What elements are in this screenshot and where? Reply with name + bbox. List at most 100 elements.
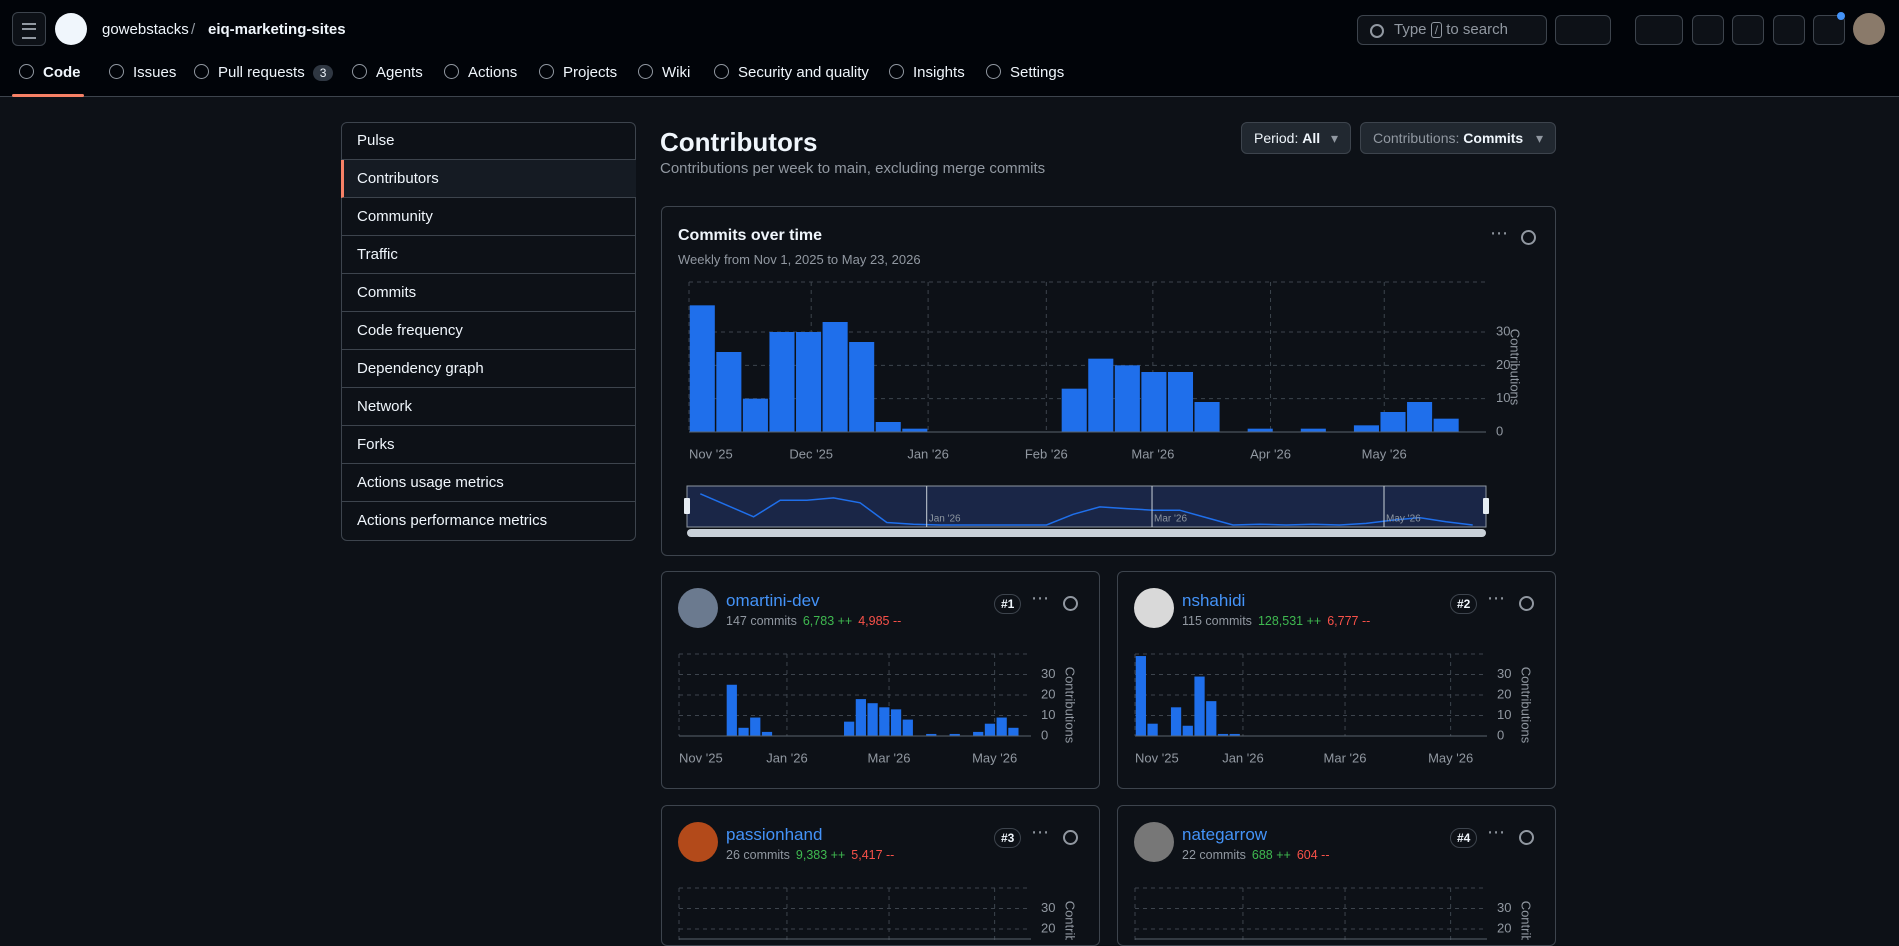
settings-button[interactable]: [1063, 596, 1078, 611]
contributions-button[interactable]: Contributions: Commits ▾: [1360, 122, 1556, 154]
tab-label: Security and quality: [738, 64, 869, 81]
contributor-stats: 22 commits 688 ++ 604 --: [1182, 848, 1330, 862]
menu-button[interactable]: [12, 12, 46, 46]
nav-tab[interactable]: Issues: [109, 64, 176, 81]
sidebar-item[interactable]: Code frequency: [341, 312, 636, 350]
page-title: Contributors: [660, 127, 818, 157]
sidebar-item[interactable]: Forks: [341, 426, 636, 464]
commit-count: 147 commits: [726, 614, 797, 628]
more-button[interactable]: ⋯: [1031, 822, 1049, 842]
card-title: Commits over time: [678, 227, 823, 244]
button-label: Contributions:: [1373, 130, 1460, 146]
owner[interactable]: gowebstacks: [102, 21, 189, 38]
contributor-card: omartini-dev 147 commits 6,783 ++ 4,985 -- #…: [661, 571, 1100, 789]
tab-icon: [109, 64, 124, 79]
button-value: Commits: [1463, 130, 1524, 146]
tab-icon: [889, 64, 904, 79]
rank: #1: [994, 594, 1022, 614]
period-button[interactable]: Period: All ▾: [1241, 122, 1351, 154]
contributor-name[interactable]: nshahidi: [1182, 591, 1246, 610]
separator: /: [191, 21, 196, 38]
tab-label: Agents: [376, 64, 423, 81]
nav-tab[interactable]: Wiki: [638, 64, 690, 81]
sidebar-item[interactable]: Network: [341, 388, 636, 426]
tab-label: Settings: [1010, 64, 1065, 81]
github-logo[interactable]: [55, 13, 87, 45]
copilot-button[interactable]: [1555, 15, 1611, 45]
nav-tab[interactable]: Agents: [352, 64, 423, 81]
button-value: All: [1302, 130, 1321, 146]
tab-icon: [714, 64, 729, 79]
rank: #4: [1450, 828, 1478, 848]
nav-tab[interactable]: Projects: [539, 64, 617, 81]
contributor-card: nategarrow 22 commits 688 ++ 604 -- #4 ⋯: [1117, 805, 1556, 946]
additions: 128,531 ++: [1257, 614, 1322, 628]
pulls-button[interactable]: [1732, 15, 1764, 45]
tab-label: Projects: [563, 64, 618, 81]
issues-button[interactable]: [1692, 15, 1724, 45]
repos-button[interactable]: [1773, 15, 1805, 45]
create-button[interactable]: [1635, 15, 1683, 45]
settings-button[interactable]: [1521, 230, 1536, 245]
search-key: /: [1430, 22, 1443, 38]
tab-icon: [638, 64, 653, 79]
sidebar-item[interactable]: Traffic: [341, 236, 636, 274]
avatar: [1134, 588, 1174, 628]
sidebar-item[interactable]: Actions usage metrics: [341, 464, 636, 502]
search-icon: [1370, 24, 1384, 38]
search[interactable]: Type / to search: [1357, 15, 1547, 45]
settings-button[interactable]: [1519, 596, 1534, 611]
repo[interactable]: eiq-marketing-sites: [208, 21, 346, 38]
tab-icon: [986, 64, 1001, 79]
additions: 688 ++: [1251, 848, 1291, 862]
more-button[interactable]: ⋯: [1487, 588, 1505, 608]
nav-tab[interactable]: Settings: [986, 64, 1064, 81]
inbox-button[interactable]: [1813, 15, 1845, 45]
more-button[interactable]: ⋯: [1490, 223, 1508, 243]
commits-card: Commits over time Weekly from Nov 1, 202…: [661, 206, 1556, 556]
contributor-stats: 26 commits 9,383 ++ 5,417 --: [726, 848, 894, 862]
commit-count: 22 commits: [1182, 848, 1246, 862]
contributor-stats: 147 commits 6,783 ++ 4,985 --: [726, 614, 901, 628]
page-subtitle: Contributions per week to main, excludin…: [660, 160, 1046, 177]
avatar: [678, 588, 718, 628]
deletions: 4,985 --: [858, 614, 902, 628]
sidebar-item[interactable]: Dependency graph: [341, 350, 636, 388]
settings-button[interactable]: [1519, 830, 1534, 845]
tab-icon: [444, 64, 459, 79]
sidebar-item[interactable]: Commits: [341, 274, 636, 312]
nav-tab[interactable]: Pull requests 3: [194, 64, 334, 81]
deletions: 604 --: [1296, 848, 1330, 862]
nav-tab[interactable]: Insights: [889, 64, 965, 81]
sidebar-item[interactable]: Pulse: [341, 122, 636, 160]
notification-dot: [1837, 12, 1845, 20]
tab-label: Insights: [913, 64, 965, 81]
active-tab-underline: [12, 94, 84, 97]
sidebar-item[interactable]: Community: [341, 198, 636, 236]
search-text: to search: [1446, 21, 1508, 38]
additions: 6,783 ++: [802, 614, 853, 628]
sidebar-item[interactable]: Contributors: [341, 160, 636, 198]
nav-tab[interactable]: Security and quality: [714, 64, 869, 81]
tab-label: Wiki: [662, 64, 691, 81]
search-text: Type: [1394, 21, 1427, 38]
user-avatar[interactable]: [1853, 13, 1885, 45]
nav-tab[interactable]: Actions: [444, 64, 517, 81]
tab-icon: [352, 64, 367, 79]
card-subtitle: Weekly from Nov 1, 2025 to May 23, 2026: [678, 252, 921, 267]
tab-icon: [194, 64, 209, 79]
nav-tab[interactable]: Code: [19, 64, 81, 81]
more-button[interactable]: ⋯: [1487, 822, 1505, 842]
tab-label: Actions: [468, 64, 518, 81]
tab-count: 3: [312, 65, 334, 81]
contributor-name[interactable]: nategarrow: [1182, 825, 1268, 844]
contributor-name[interactable]: omartini-dev: [726, 591, 820, 610]
more-button[interactable]: ⋯: [1031, 588, 1049, 608]
contributor-name[interactable]: passionhand: [726, 825, 823, 844]
header: gowebstacks / eiq-marketing-sites Type /…: [0, 0, 1899, 97]
sidebar-item[interactable]: Actions performance metrics: [357, 512, 548, 529]
settings-button[interactable]: [1063, 830, 1078, 845]
contributor-card: passionhand 26 commits 9,383 ++ 5,417 -- #3 ⋯: [661, 805, 1100, 946]
rank: #2: [1450, 594, 1478, 614]
